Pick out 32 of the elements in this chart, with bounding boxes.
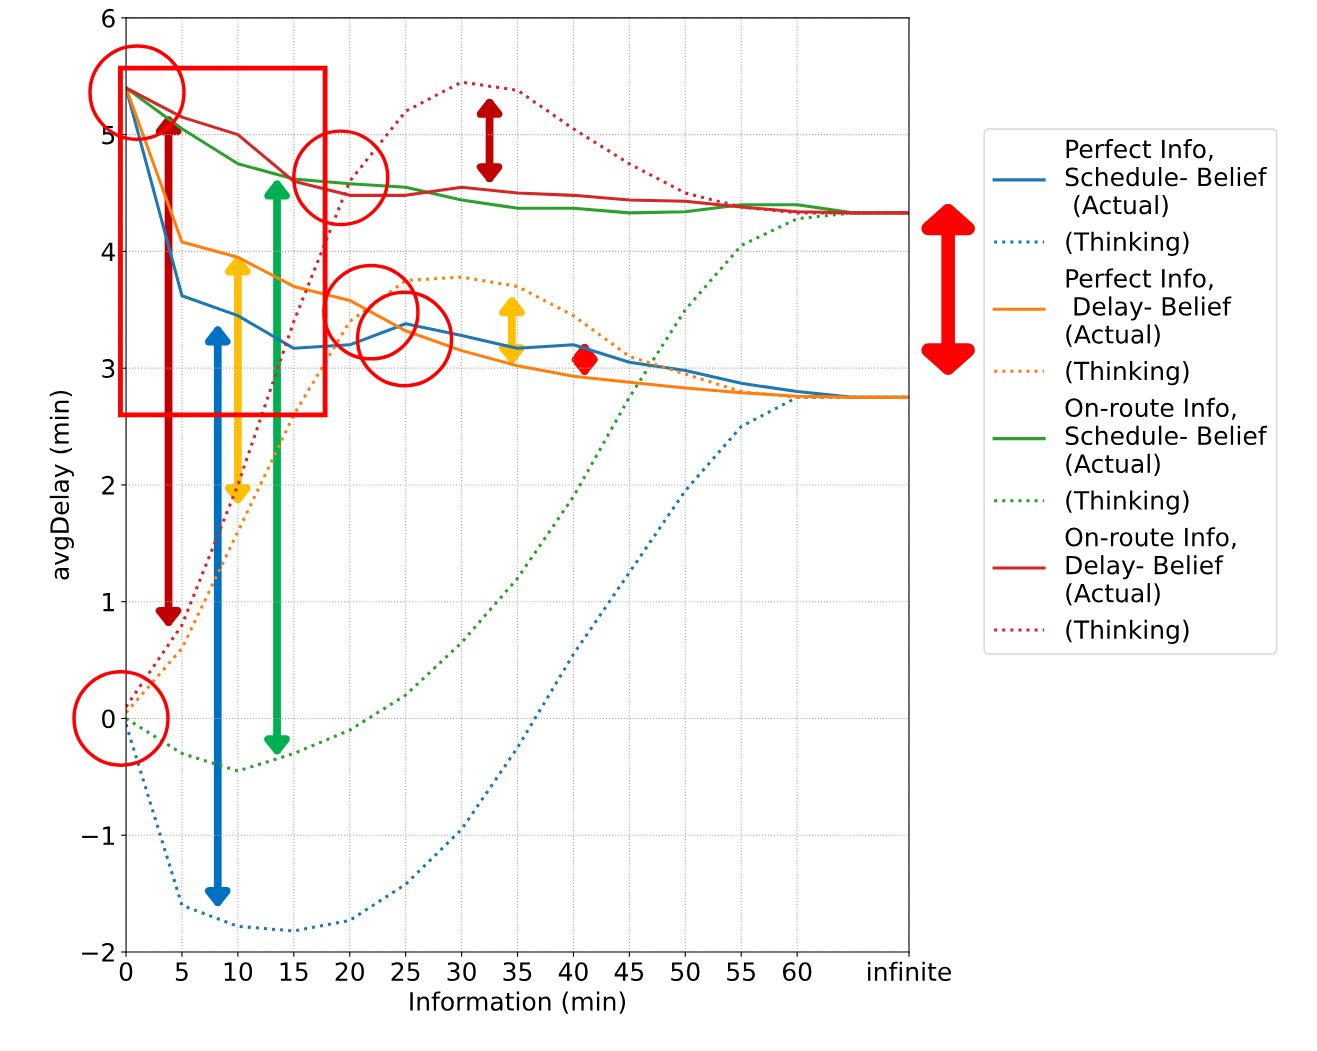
x-tick-label: 45 — [614, 962, 644, 982]
y-tick-label: 4 — [101, 242, 115, 261]
x-tick-label: 55 — [727, 962, 755, 982]
legend-label: (Thinking) — [1066, 490, 1189, 515]
legend-label: (Thinking) — [1066, 231, 1189, 256]
legend-label: On-route Info, Delay- Belief (Actual) — [1065, 527, 1236, 606]
x-tick-label: 10 — [224, 962, 253, 982]
x-tick-label: 35 — [503, 962, 532, 982]
x-tick-label: 0 — [119, 962, 133, 982]
x-tick-label: infinite — [868, 961, 951, 982]
x-tick-label: 25 — [391, 962, 420, 982]
y-axis-title: avgDelay (min) — [49, 390, 74, 580]
y-tick-label: 3 — [102, 359, 115, 379]
y-tick-label: 1 — [103, 592, 115, 612]
y-tick-label: 6 — [102, 8, 115, 28]
x-tick-label: 20 — [335, 962, 364, 982]
y-tick-label: 2 — [102, 475, 114, 495]
x-tick-label: 5 — [175, 962, 188, 982]
y-tick-label: −2 — [82, 942, 114, 962]
x-tick-label: 40 — [558, 962, 588, 982]
legend-label: Perfect Info, Schedule- Belief (Actual) — [1065, 139, 1268, 218]
x-tick-label: 60 — [782, 962, 812, 982]
legend-label: (Thinking) — [1066, 619, 1189, 645]
x-tick-label: 50 — [671, 962, 700, 982]
y-tick-label: 0 — [102, 709, 115, 729]
x-tick-label: 30 — [447, 962, 476, 982]
legend-label: Perfect Info, Delay- Belief (Actual) — [1066, 268, 1232, 347]
x-axis-title: Information (min) — [410, 991, 626, 1014]
legend-label: On-route Info, Schedule- Belief (Actual) — [1065, 397, 1268, 477]
y-tick-label: −1 — [82, 826, 114, 845]
legend-label: (Thinking) — [1066, 361, 1189, 386]
x-tick-label: 15 — [280, 962, 308, 982]
